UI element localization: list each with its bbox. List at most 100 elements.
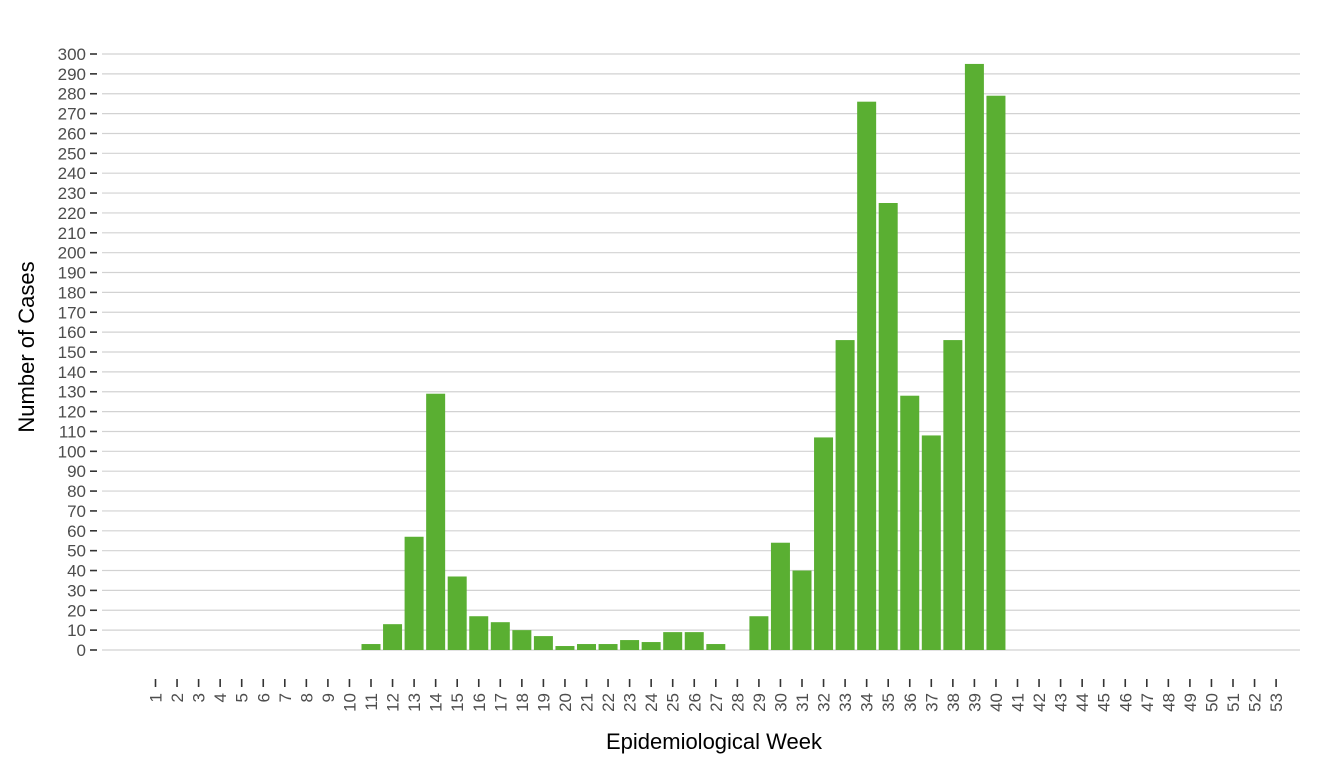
y-axis-title: Number of Cases [14,261,39,432]
bar-week-20 [555,646,575,650]
x-tick-label: 7 [276,693,295,702]
x-tick-label: 10 [340,693,359,712]
bar-week-24 [641,642,661,650]
bar-week-18 [512,630,532,650]
x-tick-label: 16 [470,693,489,712]
x-tick-label: 1 [147,693,166,702]
bar-week-37 [921,435,941,650]
y-tick-label: 80 [67,482,86,501]
x-tick-label: 17 [491,693,510,712]
x-tick-label: 38 [944,693,963,712]
y-tick-label: 60 [67,522,86,541]
x-tick-label: 36 [901,693,920,712]
bar-week-33 [835,340,855,650]
y-tick-label: 170 [58,303,86,322]
x-tick-label: 52 [1246,693,1265,712]
x-tick-label: 31 [793,693,812,712]
x-tick-label: 8 [297,693,316,702]
x-tick-label: 11 [362,693,381,711]
y-tick-label: 230 [58,184,86,203]
x-tick-label: 40 [987,693,1006,712]
bar-week-15 [447,576,467,650]
x-tick-label: 3 [190,693,209,702]
y-tick-label: 200 [58,244,86,263]
x-tick-label: 42 [1030,693,1049,712]
y-tick-label: 110 [59,422,86,441]
bar-week-27 [706,644,726,650]
y-tick-label: 150 [58,343,86,362]
bar-week-29 [749,616,769,650]
y-tick-label: 90 [67,462,86,481]
x-tick-label: 46 [1116,693,1135,712]
x-tick-label: 29 [750,693,769,712]
gridlines [102,53,1300,651]
x-tick-label: 26 [685,693,704,712]
y-tick-label: 190 [58,264,86,283]
bar-week-32 [814,437,834,650]
bar-week-40 [986,95,1006,651]
bars [361,63,1006,651]
y-tick-label: 70 [67,502,86,521]
x-tick-label: 24 [642,693,661,712]
x-tick-label: 37 [922,693,941,712]
x-tick-label: 50 [1202,693,1221,712]
x-tick-label: 9 [319,693,338,702]
y-tick-label: 180 [58,283,86,302]
bar-week-39 [964,63,984,650]
y-tick-label: 0 [77,641,86,660]
bar-week-38 [943,340,963,650]
x-tick-label: 45 [1095,693,1114,712]
x-tick-label: 12 [384,693,403,712]
bar-week-14 [426,393,446,650]
y-tick-label: 280 [58,85,86,104]
y-tick-label: 100 [58,442,86,461]
x-tick-label: 22 [599,693,618,712]
x-tick-label: 39 [965,693,984,712]
y-tick-label: 300 [58,45,86,64]
bar-week-31 [792,570,812,650]
y-tick-label: 140 [58,363,86,382]
x-tick-label: 27 [707,693,726,712]
x-tick-label: 49 [1181,693,1200,712]
y-axis-ticks: 0102030405060708090100110120130140150160… [58,45,97,660]
y-tick-label: 10 [67,621,86,640]
x-tick-label: 14 [427,693,446,712]
x-tick-label: 21 [578,693,597,712]
bar-week-19 [533,636,553,650]
x-tick-label: 51 [1224,693,1243,712]
x-tick-label: 43 [1052,693,1071,712]
y-tick-label: 240 [58,164,86,183]
bar-week-22 [598,644,618,650]
x-tick-label: 4 [211,693,230,702]
bar-week-23 [620,640,640,650]
x-tick-label: 35 [879,693,898,712]
y-tick-label: 120 [58,403,86,422]
x-tick-label: 18 [513,693,532,712]
x-tick-label: 20 [556,693,575,712]
x-tick-label: 53 [1267,693,1286,712]
y-tick-label: 160 [58,323,86,342]
y-tick-label: 40 [67,562,86,581]
x-tick-label: 48 [1159,693,1178,712]
x-tick-label: 23 [621,693,640,712]
x-tick-label: 41 [1009,693,1028,712]
x-tick-label: 6 [254,693,273,702]
x-tick-label: 47 [1138,693,1157,712]
y-tick-label: 260 [58,124,86,143]
y-tick-label: 270 [58,105,86,124]
x-tick-label: 5 [233,693,252,702]
x-axis-title: Epidemiological Week [606,729,823,754]
y-tick-label: 50 [67,542,86,561]
y-tick-label: 250 [58,144,86,163]
x-tick-label: 32 [815,693,834,712]
bar-week-30 [770,542,790,650]
y-tick-label: 210 [58,224,86,243]
y-tick-label: 30 [67,581,86,600]
y-tick-label: 20 [67,601,86,620]
bar-week-25 [663,632,683,650]
bar-week-36 [900,395,920,650]
bar-week-11 [361,644,381,650]
x-tick-label: 13 [405,693,424,712]
bar-week-13 [404,536,424,650]
